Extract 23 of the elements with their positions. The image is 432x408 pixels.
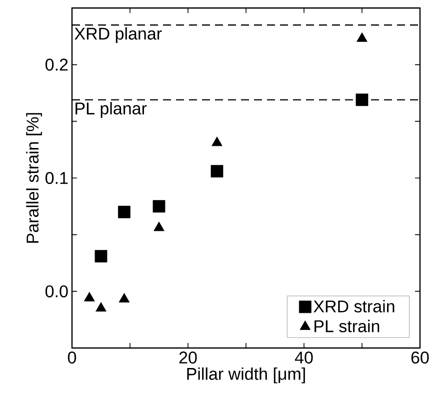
point <box>94 250 108 262</box>
point <box>152 200 166 213</box>
ref-line-label: XRD planar <box>74 27 162 44</box>
legend-label: XRD strain <box>314 300 394 312</box>
x-tick-label: 20 <box>179 352 197 364</box>
point <box>212 136 222 146</box>
x-tick-label: 60 <box>411 352 429 364</box>
ref-line-label: PL planar <box>76 102 147 118</box>
x-axis-title: Pillar width [μm] <box>187 367 305 384</box>
legend-label: PL strain <box>314 320 380 332</box>
point <box>96 302 106 312</box>
x-tick-label: 0 <box>68 352 76 364</box>
y-tick-label: 0.1 <box>45 172 68 184</box>
point <box>356 94 368 106</box>
point <box>210 165 224 178</box>
x-tick-label: 40 <box>294 352 313 364</box>
y-tick-label: 0.0 <box>45 285 68 298</box>
point <box>84 292 95 302</box>
point <box>118 293 130 302</box>
point <box>118 206 130 218</box>
y-tick-label: 0.2 <box>45 58 68 71</box>
y-axis-title: Parallel strain [%] <box>26 113 42 243</box>
point <box>154 222 164 232</box>
